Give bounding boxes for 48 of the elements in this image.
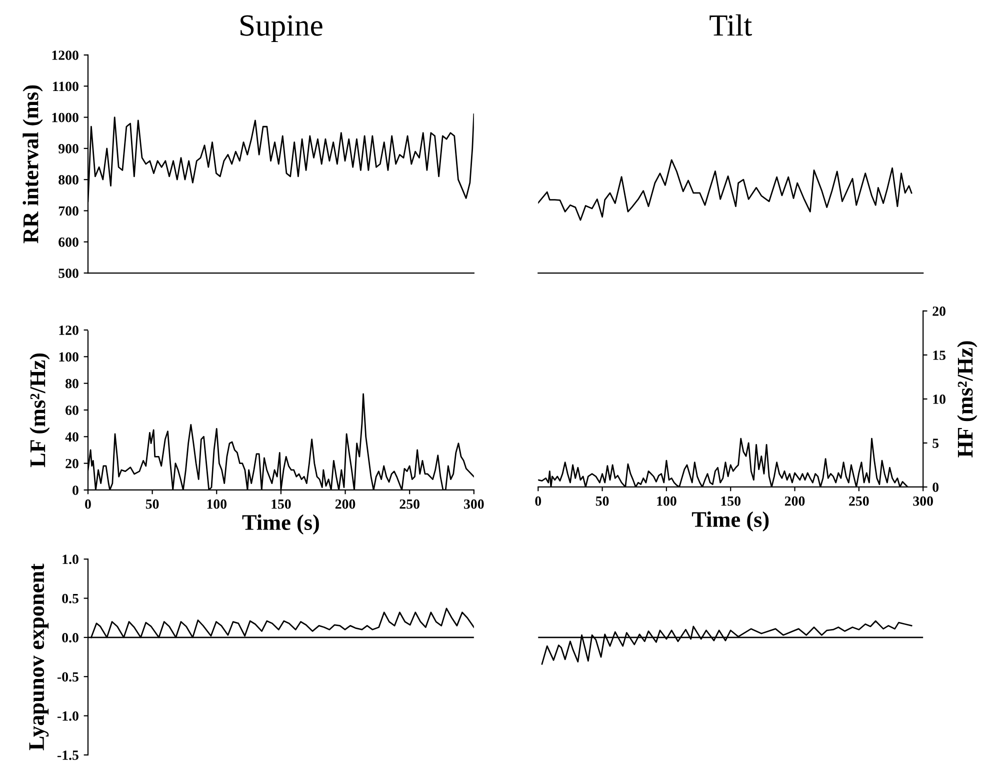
x-tick-label: 250 (849, 496, 869, 506)
y-tick-label: 40 (65, 432, 78, 442)
y-tick-label: 0.5 (62, 594, 78, 604)
y-tick-label: 600 (58, 237, 78, 247)
x-tick-label: 150 (272, 499, 291, 509)
x-tick-label: 300 (464, 499, 484, 509)
x-tick-label: 0 (535, 496, 542, 506)
y-tick-label: 1.0 (62, 554, 78, 564)
y-axis-title: Lyapunov exponent (29, 564, 49, 750)
y-tick-label: 20 (66, 458, 78, 468)
y-tick-label: -0.5 (57, 672, 78, 682)
y-tick-label: 1100 (53, 82, 78, 92)
y-tick-label: -1.0 (57, 711, 78, 721)
y-tick-label: 1000 (52, 112, 78, 122)
y2-tick-label: 0 (932, 482, 939, 492)
x-tick-label: 300 (913, 496, 933, 506)
x-axis-title: Time (s) (242, 514, 319, 535)
x-tick-label: 150 (721, 496, 740, 506)
x-tick-label: 50 (596, 496, 609, 506)
y-axis-title: LF (ms²/Hz) (30, 353, 50, 468)
x-tick-label: 200 (784, 496, 805, 506)
y-tick-label: 0.0 (62, 633, 78, 642)
y-tick-label: -1.5 (57, 750, 78, 760)
x-axis-title: Time (s) (692, 511, 769, 532)
x-tick-label: 250 (400, 499, 420, 509)
y-tick-label: 700 (58, 206, 78, 216)
y-tick-label: 500 (58, 268, 78, 278)
y-tick-label: 80 (66, 378, 78, 388)
y-tick-label: 800 (58, 175, 78, 185)
x-tick-label: 100 (207, 499, 227, 509)
x-tick-label: 0 (85, 499, 91, 509)
chart-title: Tilt (710, 14, 752, 36)
y-tick-label: 0 (72, 486, 78, 495)
x-tick-label: 50 (146, 499, 159, 509)
y2-tick-label: 20 (932, 306, 946, 316)
x-tick-label: 100 (657, 496, 676, 506)
x-tick-label: 200 (335, 499, 356, 509)
y-tick-label: 900 (58, 144, 78, 154)
y-tick-label: 1200 (52, 50, 78, 60)
chart-title: Supine (240, 15, 322, 42)
y2-tick-label: 5 (932, 438, 939, 448)
y2-axis-title: HF (ms²/Hz) (957, 341, 978, 458)
y-tick-label: 100 (59, 352, 78, 362)
y-tick-label: 120 (59, 326, 78, 335)
y-axis-title: RR interval (ms) (22, 85, 43, 244)
y2-tick-label: 15 (933, 350, 946, 360)
y2-tick-label: 10 (933, 394, 946, 404)
y-tick-label: 60 (66, 406, 78, 415)
